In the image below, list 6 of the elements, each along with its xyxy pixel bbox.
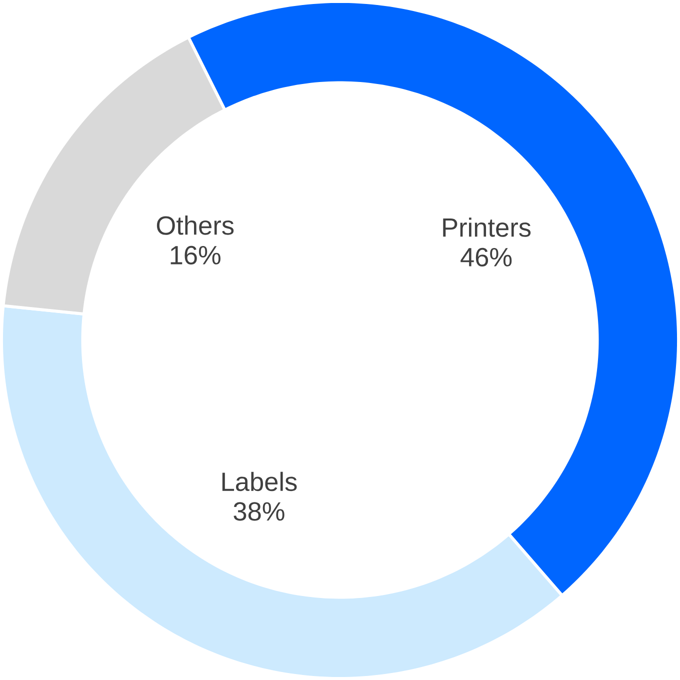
data-label: 38% (234, 502, 284, 521)
slice-label: Printers (443, 218, 531, 237)
data-label: 16% (170, 246, 220, 264)
slice-label: Others (156, 216, 234, 235)
slice-label: Labels (222, 472, 297, 492)
data-label: 46% (460, 248, 512, 267)
